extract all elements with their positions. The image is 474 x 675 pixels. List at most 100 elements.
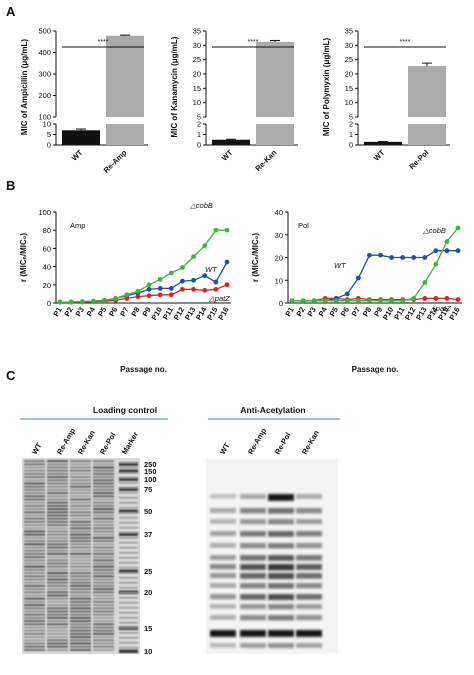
loading-control-bands bbox=[24, 460, 138, 653]
protein-band bbox=[70, 472, 91, 475]
protein-band bbox=[24, 565, 45, 568]
y-tick-label: 5 bbox=[349, 113, 353, 122]
y-tick-label: 10 bbox=[275, 276, 283, 285]
protein-band bbox=[47, 632, 68, 635]
protein-band bbox=[70, 562, 91, 565]
y-tick-label: 200 bbox=[38, 91, 51, 100]
protein-band bbox=[24, 626, 45, 629]
protein-band bbox=[70, 524, 91, 527]
marker-band bbox=[119, 509, 138, 513]
acetylated-protein-band bbox=[268, 564, 294, 571]
protein-band bbox=[70, 533, 91, 536]
protein-band bbox=[47, 648, 68, 651]
x-category-label: WT bbox=[372, 148, 387, 163]
protein-band bbox=[70, 597, 91, 600]
protein-band bbox=[70, 549, 91, 552]
marker-band-faint bbox=[119, 467, 138, 469]
marker-band-faint bbox=[119, 647, 138, 649]
marker-band-faint bbox=[119, 557, 138, 559]
protein-band bbox=[47, 610, 68, 613]
acetylated-protein-band bbox=[268, 583, 294, 589]
protein-band bbox=[70, 581, 91, 584]
x-tick-label: P7 bbox=[118, 306, 130, 318]
protein-band bbox=[47, 543, 68, 546]
protein-band bbox=[93, 524, 114, 527]
acetylated-protein-band bbox=[296, 508, 322, 514]
protein-band bbox=[47, 498, 68, 501]
protein-band bbox=[93, 639, 114, 642]
marker-band-faint bbox=[119, 462, 138, 464]
marker-band bbox=[119, 477, 138, 481]
protein-band bbox=[24, 520, 45, 523]
marker-band-faint bbox=[119, 522, 138, 524]
data-point bbox=[146, 282, 152, 288]
protein-band bbox=[93, 530, 114, 533]
protein-band bbox=[47, 511, 68, 514]
marker-band-faint bbox=[119, 597, 138, 599]
y-tick-label: 10 bbox=[43, 120, 51, 129]
protein-band bbox=[70, 568, 91, 571]
protein-band bbox=[70, 504, 91, 507]
protein-band bbox=[24, 559, 45, 562]
protein-band bbox=[70, 482, 91, 485]
significance-stars: **** bbox=[400, 39, 411, 46]
acetylated-protein-band bbox=[210, 508, 236, 513]
lane-label: Re-Kan bbox=[76, 428, 97, 456]
protein-band bbox=[93, 511, 114, 514]
protein-band bbox=[47, 581, 68, 584]
protein-band bbox=[93, 552, 114, 555]
marker-label: 75 bbox=[144, 485, 152, 494]
data-point bbox=[180, 265, 185, 270]
protein-band bbox=[24, 610, 45, 613]
acetylated-protein-band bbox=[268, 531, 294, 537]
data-point bbox=[444, 248, 450, 254]
data-point bbox=[389, 255, 394, 260]
acetylated-protein-band bbox=[210, 643, 236, 648]
protein-band bbox=[47, 466, 68, 469]
protein-band bbox=[24, 504, 45, 507]
protein-band bbox=[24, 501, 45, 504]
acetylated-protein-band bbox=[268, 604, 294, 610]
protein-band bbox=[93, 642, 114, 645]
data-point bbox=[455, 225, 461, 231]
y-tick-label: 5 bbox=[197, 113, 201, 122]
protein-band bbox=[24, 632, 45, 635]
protein-band bbox=[24, 568, 45, 571]
data-point bbox=[202, 287, 208, 293]
protein-band bbox=[70, 610, 91, 613]
data-point bbox=[389, 298, 394, 304]
protein-band bbox=[70, 626, 91, 629]
protein-band bbox=[93, 472, 114, 475]
acetylated-protein-band bbox=[240, 643, 266, 649]
acetylated-protein-band bbox=[296, 594, 322, 600]
y-axis-title: r (MICₙ/MIC₀) bbox=[19, 233, 28, 282]
protein-band bbox=[47, 645, 68, 648]
protein-band bbox=[70, 616, 91, 619]
protein-band bbox=[24, 597, 45, 600]
y-tick-label: 400 bbox=[38, 48, 51, 57]
protein-band bbox=[70, 501, 91, 504]
data-point bbox=[91, 298, 96, 304]
acetylated-protein-band bbox=[210, 573, 236, 579]
protein-band bbox=[47, 492, 68, 495]
data-point bbox=[191, 286, 197, 292]
acetylated-protein-band bbox=[268, 573, 294, 580]
protein-band bbox=[93, 584, 114, 587]
protein-band bbox=[24, 636, 45, 639]
acetylated-protein-band bbox=[240, 543, 266, 549]
significance-stars: **** bbox=[248, 39, 259, 46]
protein-band bbox=[24, 578, 45, 581]
lane-label: Marker bbox=[120, 430, 140, 456]
data-point bbox=[433, 248, 439, 254]
protein-band bbox=[47, 472, 68, 475]
lane-label: Re-Pol bbox=[98, 431, 118, 456]
protein-band bbox=[70, 607, 91, 610]
marker-band-faint bbox=[119, 527, 138, 529]
protein-band bbox=[70, 540, 91, 543]
data-point bbox=[213, 286, 219, 292]
marker-band-faint bbox=[119, 542, 138, 544]
protein-band bbox=[24, 562, 45, 565]
data-point bbox=[224, 227, 230, 233]
acetylated-protein-band bbox=[240, 519, 266, 525]
